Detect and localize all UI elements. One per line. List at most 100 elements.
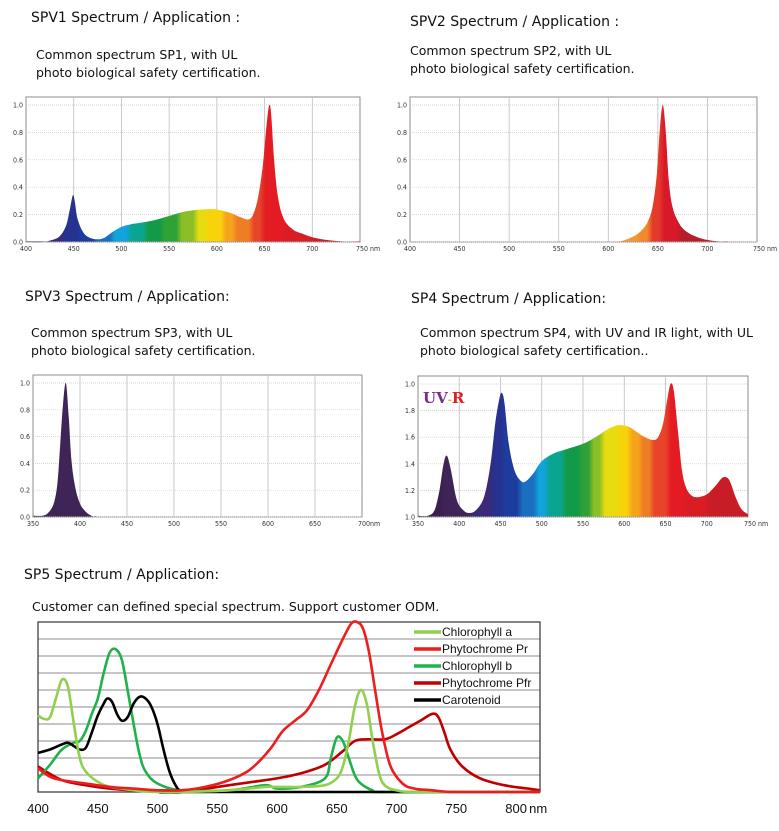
x-tick-label: 550 [553,245,565,253]
section-desc-spv1: Common spectrum SP1, with UL photo biolo… [36,46,261,82]
r-label: R [452,389,465,407]
x-tick-label: 400 [404,245,416,253]
x-tick-label: 400 [27,801,49,816]
x-tick-label: 750 nm [744,520,768,528]
plot-frame [409,96,758,243]
x-tick-label: 700 [306,245,318,253]
x-tick-label: 650 [659,520,671,528]
x-tick-label: 450 [87,801,109,816]
x-tick-label: 600 [602,245,614,253]
section-title-spv2: SPV2 Spectrum / Application : [410,14,620,30]
y-tick-label: 1.6 [405,434,415,442]
y-tick-label: 1.0 [20,380,30,388]
y-tick-label: 0.4 [20,460,30,468]
chart-spv1: 0.0 0.2 0.4 0.6 0.8 1.0 400 450 500 550 600 650 700 7… [13,96,380,253]
y-tick-label: 0.4 [13,184,23,192]
desc-line: photo biological safety certification. [410,61,635,76]
series-line-phytochrome-pr [37,620,541,794]
x-tick-label: 700 [701,245,713,253]
x-tick-label: 600 [618,520,630,528]
y-tick-label: 1.2 [405,487,415,495]
series-line-chlorophyll-b [37,647,541,794]
x-tick-label: 500 [147,801,169,816]
x-tick-label: 750 nm [753,245,777,253]
desc-line: photo biological safety certification. [31,343,256,358]
x-tick-label: 550 [163,245,175,253]
chart-sp5: 400 450 500 550 600 650 700 750 800 nm Chlorophyll… [27,620,547,816]
desc-line: Common spectrum SP2, with UL [410,43,612,58]
desc-line: Common spectrum SP3, with UL [31,325,233,340]
x-tick-label: 750 nm [356,245,380,253]
y-tick-label: 0.4 [397,184,407,192]
y-tick-label: 0.2 [397,211,407,219]
y-tick-label: 1.0 [405,381,415,389]
x-tick-label: 450 [121,520,133,528]
y-tick-label: 0.6 [20,433,30,441]
section-title-spv3: SPV3 Spectrum / Application: [25,289,230,305]
spectrum-area [418,383,748,517]
y-tick-label: 1.0 [405,514,415,522]
legend-label: Chlorophyll a [442,625,512,639]
x-tick-label: 700nm [358,520,380,528]
x-tick-label: 500 [536,520,548,528]
x-tick-label: 550 [215,520,227,528]
y-tick-label: 1.0 [397,102,407,110]
x-tick-label: 700 [386,801,408,816]
x-tick-label: 650 [326,801,348,816]
x-tick-label: 650 [259,245,271,253]
section-desc-spv3: Common spectrum SP3, with UL photo biolo… [31,324,256,360]
desc-line: photo biological safety certification. [36,65,261,80]
legend-label: Chlorophyll b [442,659,512,673]
x-unit-label: nm [529,801,547,816]
x-tick-label: 750 [445,801,467,816]
spectrum-area [26,104,360,243]
x-tick-label: 400 [453,520,465,528]
y-tick-label: 0.8 [397,129,407,137]
y-tick-label: 0.8 [20,406,30,414]
x-tick-label: 600 [211,245,223,253]
section-desc-spv2: Common spectrum SP2, with UL photo biolo… [410,42,635,78]
desc-line: photo biological safety certification.. [420,343,649,358]
legend-label: Phytochrome Pr [442,642,528,656]
y-tick-label: 0.0 [20,514,30,522]
x-tick-label: 450 [454,245,466,253]
x-tick-label: 500 [115,245,127,253]
y-tick-label: 0.6 [397,156,407,164]
x-tick-label: 800 [505,801,527,816]
x-tick-label: 700 [701,520,713,528]
series-line-chlorophyll-a [37,677,541,794]
y-tick-label: 1.0 [13,102,23,110]
x-tick-label: 350 [27,520,39,528]
desc-line: Common spectrum SP1, with UL [36,47,238,62]
section-desc-sp5: Customer can defined special spectrum. S… [32,598,439,616]
x-tick-label: 350 [412,520,424,528]
y-tick-label: 0.0 [13,239,23,247]
series-line-carotenoid [37,695,541,794]
chart-spv2: 0.0 0.2 0.4 0.6 0.8 1.0 400 450 500 550 600 650 700 7… [397,96,777,253]
x-tick-label: 600 [266,801,288,816]
legend-label: Carotenoid [442,693,501,707]
y-tick-label: 0.2 [20,487,30,495]
spectrum-area [613,104,728,242]
section-desc-sp4: Common spectrum SP4, with UV and IR ligh… [420,324,753,360]
desc-line: Customer can defined special spectrum. S… [32,599,440,614]
spectrum-area [33,382,96,517]
x-tick-label: 450 [494,520,506,528]
x-tick-label: 600 [262,520,274,528]
plot-frame [32,374,363,518]
y-tick-label: 0.6 [13,156,23,164]
x-tick-label: 400 [74,520,86,528]
y-tick-label: 1.4 [405,460,415,468]
y-tick-label: 0.2 [13,211,23,219]
section-title-sp4: SP4 Spectrum / Application: [411,291,607,307]
uv-r-annotation: UV-R [423,389,465,407]
x-tick-label: 550 [206,801,228,816]
x-tick-label: 650 [652,245,664,253]
y-tick-label: 1.8 [405,407,415,415]
section-title-sp5: SP5 Spectrum / Application: [24,567,220,583]
x-tick-label: 650 [309,520,321,528]
chart-spv3: 0.0 0.2 0.4 0.6 0.8 1.0 350 400 450 500 550 600 650 7… [20,374,380,528]
x-tick-label: 500 [503,245,515,253]
x-tick-label: 400 [20,245,32,253]
